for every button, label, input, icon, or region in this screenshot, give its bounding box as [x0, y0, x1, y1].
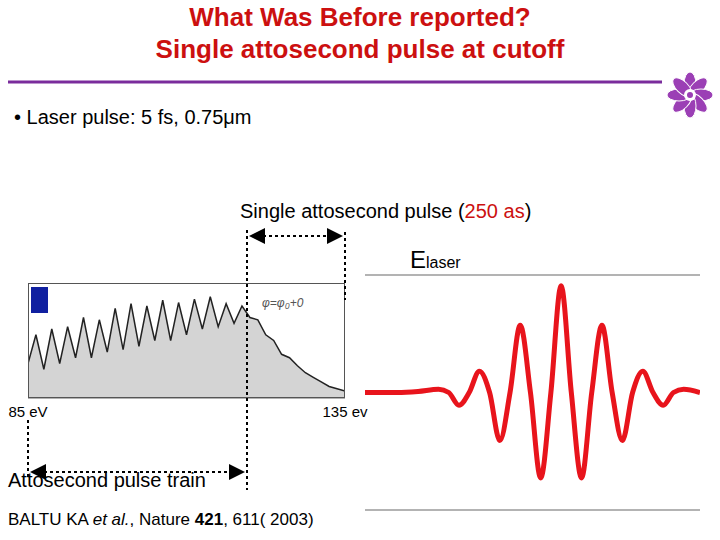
html-text:Single attosecond pulse at cut: Single attosecond pulse at cutoff: [155, 34, 565, 64]
html-text:Single attosecond pulse (250 a: Single attosecond pulse (250 as): [240, 200, 532, 222]
html-text:Attosecond pulse train: Attosecond pulse train: [8, 469, 206, 491]
html-text:Elaser: Elaser: [410, 246, 461, 273]
svg-text:85 eV: 85 eV: [8, 403, 47, 420]
svg-text:135 ev: 135 ev: [322, 403, 368, 420]
html-text:φ=φ₀+0: φ=φ₀+0: [262, 296, 304, 310]
html-text:What Was Before reported?: What Was Before reported?: [189, 2, 531, 32]
html-text:• Laser pulse: 5 fs, 0.75μm: • Laser pulse: 5 fs, 0.75μm: [14, 106, 252, 128]
html-text:BALTU KA et al., Nature 421, 6: BALTU KA et al., Nature 421, 611( 2003): [8, 510, 314, 529]
